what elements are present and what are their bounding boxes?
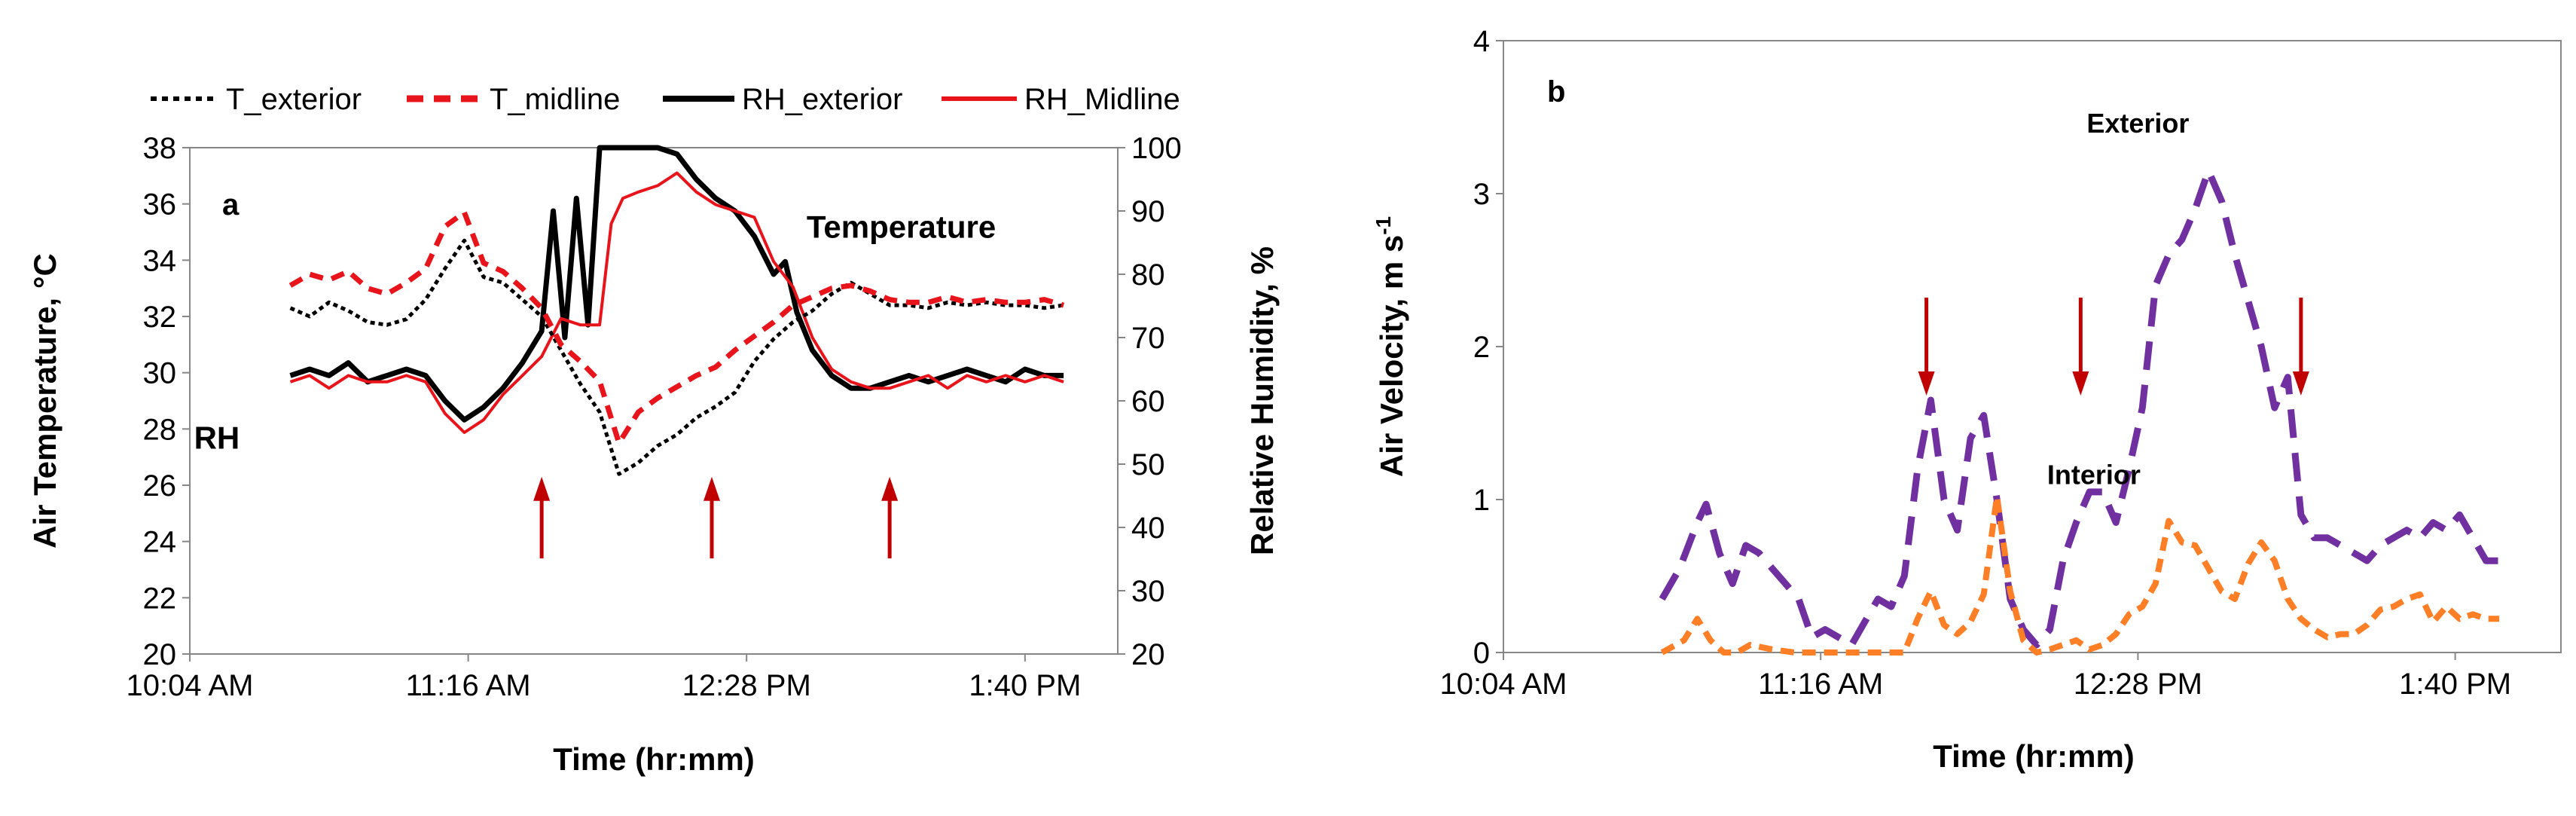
red-arrow-head	[704, 476, 720, 501]
y-tick-label: 32	[143, 301, 177, 334]
y-tick-label: 24	[143, 526, 177, 559]
y2-tick-label: 50	[1131, 448, 1165, 481]
annotation-interior: Interior	[2047, 460, 2141, 491]
y-tick-label: 2	[1473, 331, 1490, 364]
y-tick-label: 3	[1473, 178, 1490, 211]
x-tick-label: 11:16 AM	[1758, 668, 1883, 701]
x-axis-title-a: Time (hr:mm)	[553, 741, 755, 777]
y2-tick-label: 100	[1131, 132, 1182, 165]
red-arrow-head	[533, 476, 551, 501]
red-arrow-head	[2072, 371, 2089, 396]
x-axis-b: 10:04 AM 11:16 AM 12:28 PM 1:40 PM	[1439, 652, 2511, 701]
y-tick-label: 28	[143, 413, 177, 446]
y-tick-label: 30	[143, 357, 177, 390]
x-tick-label: 1:40 PM	[2399, 668, 2511, 701]
y2-tick-label: 70	[1131, 322, 1165, 355]
y-axis-left: 20 22 24 26 28 30 32 34 36 38	[143, 132, 190, 671]
y2-tick-label: 80	[1131, 258, 1165, 292]
red-arrow-head	[2292, 371, 2309, 396]
y2-tick-label: 30	[1131, 575, 1165, 608]
y-axis-title-left: Air Temperature, °C	[27, 253, 63, 549]
y2-tick-label: 60	[1131, 385, 1165, 418]
x-axis-a: 10:04 AM 11:16 AM 12:28 PM 1:40 PM	[126, 654, 1081, 702]
plot-area-b	[1503, 40, 2562, 653]
y-axis-b: 0 1 2 3 4	[1473, 25, 1503, 670]
y-tick-label: 36	[143, 188, 177, 222]
y-tick-label: 38	[143, 132, 177, 165]
y2-tick-label: 90	[1131, 195, 1165, 228]
arrows-b	[1918, 298, 2309, 396]
y-tick-label: 22	[143, 582, 177, 615]
annotation-rh: RH	[194, 420, 240, 455]
y-axis-right: 20 30 40 50 60 70 80 90 100	[1118, 132, 1182, 671]
panel-letter-b: b	[1547, 75, 1565, 108]
y-tick-label: 20	[143, 638, 177, 671]
legend-label-t-exterior: T_exterior	[226, 83, 362, 116]
x-tick-label: 12:28 PM	[2074, 668, 2202, 701]
arrows-a	[533, 476, 899, 559]
y-tick-label: 4	[1473, 25, 1490, 58]
y2-tick-label: 40	[1131, 512, 1165, 545]
series-line-rh-exterior	[289, 145, 1064, 423]
x-axis-title-b: Time (hr:mm)	[1933, 738, 2135, 774]
legend-label-t-midline: T_midline	[490, 83, 620, 116]
series-line-t-midline	[288, 209, 1065, 446]
series-line-t-exterior	[289, 238, 1064, 476]
x-tick-label: 12:28 PM	[682, 669, 811, 702]
x-tick-label: 11:16 AM	[406, 669, 531, 702]
series-group-a	[288, 145, 1065, 476]
red-arrow-head	[881, 476, 899, 501]
panel-a: T_exterior T_midline RH_exterior RH_Midl…	[27, 83, 1280, 777]
annotation-temperature: Temperature	[807, 209, 996, 244]
red-arrow-head	[1918, 371, 1935, 396]
x-tick-label: 10:04 AM	[126, 669, 253, 702]
y-tick-label: 1	[1473, 484, 1490, 517]
legend-label-rh-midline: RH_Midline	[1024, 83, 1180, 116]
y-axis-title-b: Air Velocity, m s-1	[1372, 216, 1409, 477]
y-tick-label: 26	[143, 469, 177, 503]
annotation-exterior: Exterior	[2086, 108, 2189, 139]
panel-letter-a: a	[222, 188, 240, 222]
series-line-rh-midline	[289, 171, 1064, 434]
series-line-exterior	[1659, 167, 2500, 649]
y2-tick-label: 20	[1131, 638, 1165, 671]
legend-label-rh-exterior: RH_exterior	[742, 83, 902, 116]
series-group-b	[1659, 167, 2500, 656]
y-axis-title-right: Relative Humidity, %	[1244, 246, 1280, 555]
y-tick-label: 0	[1473, 637, 1490, 670]
y-tick-label: 34	[143, 244, 177, 277]
x-tick-label: 1:40 PM	[969, 669, 1081, 702]
x-tick-label: 10:04 AM	[1439, 668, 1567, 701]
legend: T_exterior T_midline RH_exterior RH_Midl…	[151, 83, 1180, 116]
series-line-interior	[1660, 493, 2500, 656]
